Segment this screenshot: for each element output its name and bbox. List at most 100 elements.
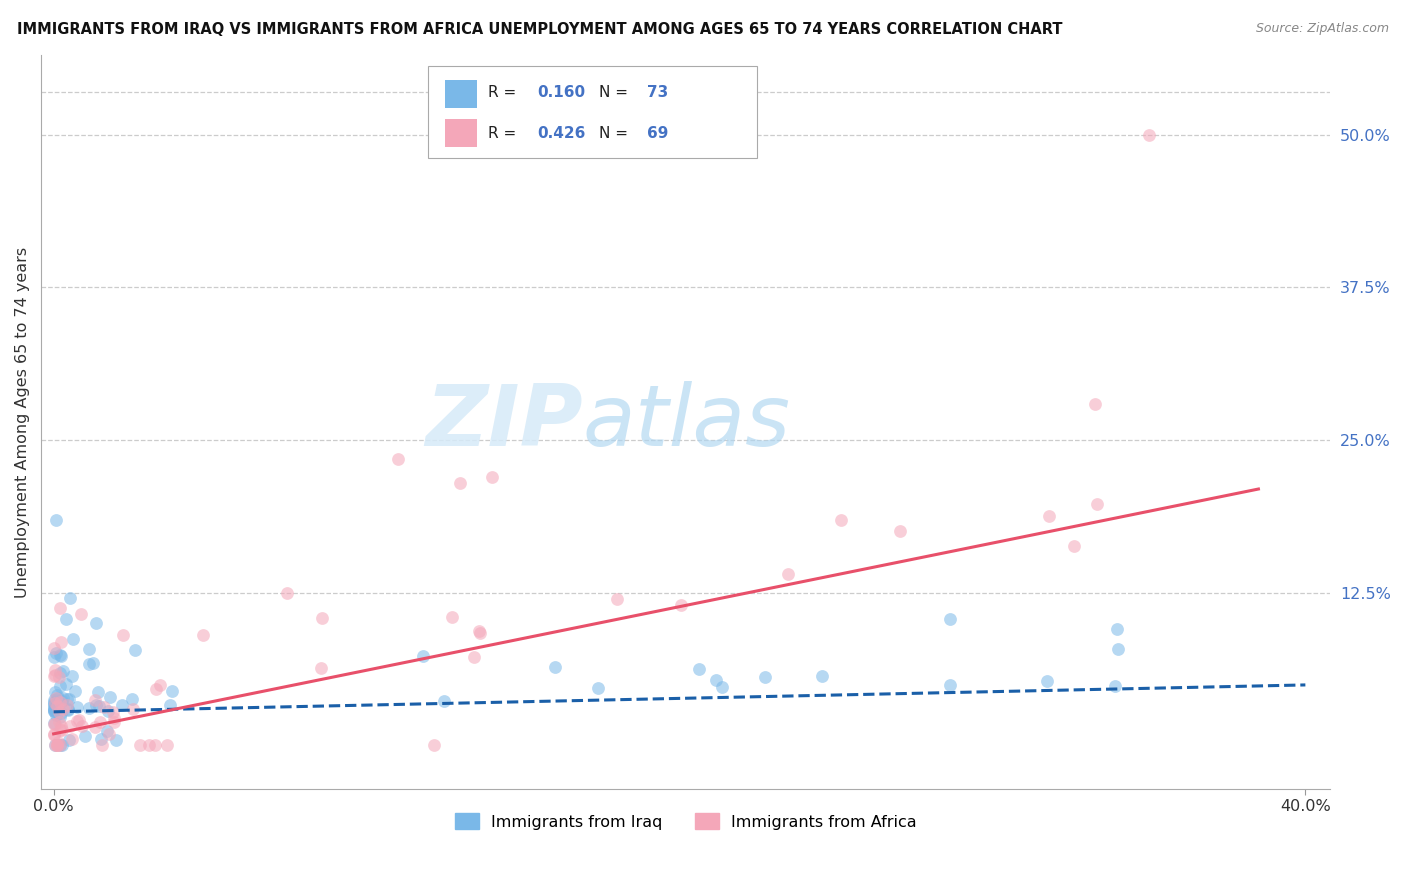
Point <box>63 683 86 698</box>
Point <box>112 628 135 642</box>
Text: Source: ZipAtlas.com: Source: ZipAtlas.com <box>1256 22 1389 36</box>
Point <box>45 691 67 706</box>
Point <box>56 703 79 717</box>
Point <box>51 635 73 649</box>
Point <box>45 513 67 527</box>
Point <box>481 470 503 484</box>
Point <box>688 662 710 676</box>
Point <box>77 701 100 715</box>
Point <box>93 700 115 714</box>
Point <box>1085 497 1108 511</box>
Point <box>105 733 128 747</box>
Point <box>811 669 834 683</box>
Point <box>87 699 110 714</box>
Point <box>1104 679 1126 693</box>
FancyBboxPatch shape <box>444 119 477 147</box>
Text: R =: R = <box>488 127 522 142</box>
Point <box>889 524 911 538</box>
Point <box>276 586 298 600</box>
Point <box>45 688 67 702</box>
Point <box>42 701 65 715</box>
Point <box>101 705 124 719</box>
Point <box>59 719 82 733</box>
Point <box>938 612 960 626</box>
Point <box>44 738 66 752</box>
Point <box>56 698 79 713</box>
Point <box>1137 128 1160 142</box>
Point <box>82 656 104 670</box>
Point <box>145 681 167 696</box>
Point <box>586 681 609 695</box>
Point <box>42 704 65 718</box>
Text: N =: N = <box>599 85 633 100</box>
Point <box>103 711 125 725</box>
Point <box>52 664 75 678</box>
Point <box>56 692 79 706</box>
Point <box>143 738 166 752</box>
Point <box>42 698 65 713</box>
Legend: Immigrants from Iraq, Immigrants from Africa: Immigrants from Iraq, Immigrants from Af… <box>449 806 924 836</box>
Point <box>44 650 66 665</box>
Point <box>1107 641 1129 656</box>
Y-axis label: Unemployment Among Ages 65 to 74 years: Unemployment Among Ages 65 to 74 years <box>15 246 30 598</box>
Point <box>103 714 125 729</box>
Point <box>311 610 333 624</box>
Point <box>710 680 733 694</box>
Point <box>42 704 65 718</box>
Point <box>87 685 110 699</box>
Point <box>309 660 332 674</box>
Point <box>51 738 73 752</box>
Point <box>49 695 72 709</box>
Point <box>56 702 79 716</box>
Point <box>73 729 96 743</box>
Point <box>86 616 108 631</box>
Point <box>432 693 454 707</box>
Point <box>1084 397 1107 411</box>
Text: N =: N = <box>599 127 633 142</box>
Point <box>55 612 77 626</box>
Point <box>84 720 107 734</box>
Point <box>48 670 70 684</box>
Point <box>52 702 75 716</box>
Point <box>60 669 83 683</box>
Point <box>67 713 90 727</box>
Point <box>66 700 89 714</box>
Point <box>467 624 489 639</box>
Point <box>62 632 84 647</box>
Point <box>44 727 66 741</box>
Point <box>148 678 170 692</box>
Point <box>606 592 628 607</box>
Point <box>77 657 100 672</box>
Point <box>46 738 69 752</box>
Point <box>1063 539 1085 553</box>
Point <box>412 648 434 663</box>
Point <box>48 705 70 719</box>
Point <box>44 695 66 709</box>
Point <box>138 738 160 752</box>
FancyBboxPatch shape <box>444 80 477 108</box>
Point <box>97 704 120 718</box>
Point <box>449 476 471 491</box>
Point <box>52 690 75 705</box>
Point <box>423 738 446 752</box>
Point <box>45 698 67 713</box>
Point <box>42 702 65 716</box>
Point <box>46 700 69 714</box>
Point <box>45 738 67 752</box>
Point <box>939 678 962 692</box>
Point <box>45 646 67 660</box>
Point <box>58 733 80 747</box>
Text: ZIP: ZIP <box>425 381 582 464</box>
Point <box>44 667 66 681</box>
Point <box>42 728 65 742</box>
Point <box>46 738 69 752</box>
Point <box>84 693 107 707</box>
Point <box>754 669 776 683</box>
Point <box>191 628 214 642</box>
Point <box>59 591 82 606</box>
Point <box>671 598 693 612</box>
Text: R =: R = <box>488 85 522 100</box>
Point <box>49 649 72 664</box>
Point <box>1038 509 1060 524</box>
Point <box>90 731 112 746</box>
